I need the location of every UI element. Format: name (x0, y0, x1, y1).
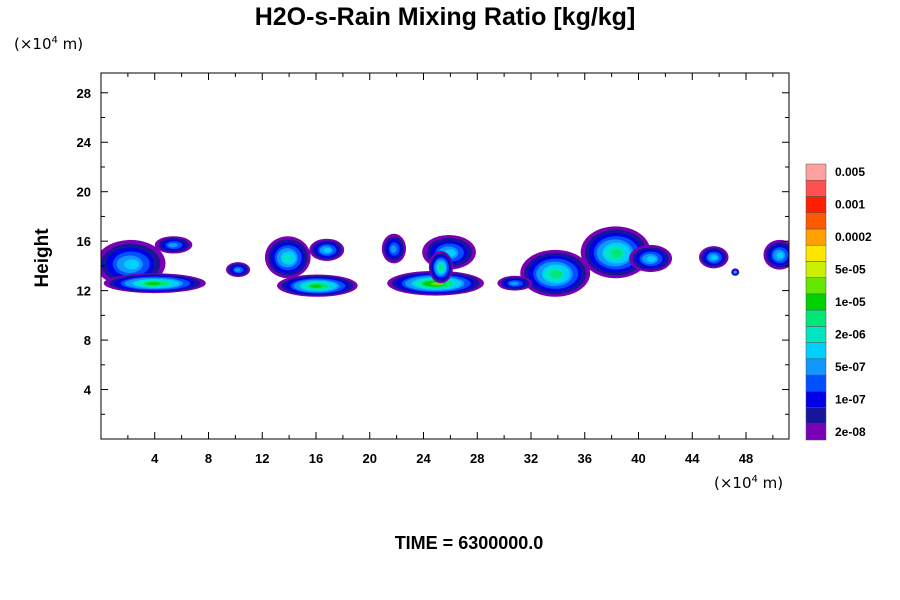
legend-swatch (805, 326, 827, 343)
cloud-cell (387, 270, 484, 296)
legend-swatch (805, 163, 827, 181)
contour-band (234, 267, 241, 272)
chart-title: H2O-s-Rain Mixing Ratio [kg/kg] (255, 3, 636, 31)
legend-label: 1e-05 (835, 295, 866, 309)
legend-swatch (805, 244, 827, 262)
x-tick-label: 44 (685, 451, 700, 466)
legend-label: 0.005 (835, 165, 865, 179)
contour-band (323, 247, 332, 253)
cloud-cell (103, 273, 206, 294)
legend-swatch (805, 261, 827, 278)
x-tick-label: 36 (578, 451, 592, 466)
legend-swatch (805, 179, 827, 197)
cloud-cell (264, 236, 311, 279)
cloud-cell (520, 249, 591, 297)
plot-frame (100, 72, 790, 440)
legend-swatch (805, 228, 827, 246)
cloud-cell (277, 274, 358, 297)
contour-band (711, 255, 718, 261)
x-tick-label: 4 (151, 451, 159, 466)
cloud-cell (428, 251, 454, 284)
contour-field (101, 226, 789, 297)
legend-swatch (805, 423, 827, 441)
legend-swatch (805, 309, 827, 327)
cloud-cell (154, 236, 193, 254)
x-tick-label: 28 (470, 451, 484, 466)
y-axis-label: Height (32, 228, 53, 288)
contour-band (145, 282, 161, 286)
y-tick-label: 28 (77, 86, 91, 101)
cloud-cell (763, 239, 789, 270)
contour-band (390, 245, 397, 254)
x-tick-labels: 4 8 12 16 20 24 28 32 36 40 44 48 (151, 451, 753, 466)
legend-label: 5e-07 (835, 360, 866, 374)
contour-band (550, 270, 563, 279)
cloud-cell (698, 246, 729, 269)
colorbar-legend: 2e-08 1e-07 5e-07 2e-06 1e-05 5e-05 0.0002 0.00… (805, 163, 872, 441)
legend-label: 0.0002 (835, 230, 872, 244)
axis-ticks (101, 73, 789, 439)
y-tick-label: 20 (77, 185, 91, 200)
y-unit-label: (×104 m) (14, 35, 83, 53)
contour-band (439, 265, 444, 271)
x-tick-label: 40 (631, 451, 645, 466)
legend-label: 0.001 (835, 198, 865, 212)
contour-band (509, 281, 519, 286)
y-tick-label: 24 (77, 135, 92, 150)
contour-band (309, 284, 322, 288)
y-tick-label: 16 (77, 234, 91, 249)
x-tick-label: 24 (416, 451, 431, 466)
x-tick-label: 8 (205, 451, 212, 466)
legend-swatch (805, 277, 827, 295)
cloud-cell (731, 268, 740, 276)
legend-swatch (805, 358, 827, 376)
y-tick-labels: 4 8 12 16 20 24 28 (77, 86, 92, 398)
y-tick-label: 8 (84, 333, 91, 348)
x-tick-label: 12 (255, 451, 269, 466)
cloud-cell (225, 262, 251, 278)
contour-band (646, 256, 657, 263)
cloud-cell (309, 238, 345, 261)
cloud-cell (497, 275, 533, 291)
contour-band (734, 271, 737, 274)
cloud-cell (629, 244, 673, 273)
legend-swatch (805, 293, 827, 311)
contour-band (611, 249, 623, 258)
legend-swatch (805, 391, 827, 408)
cloud-cell (381, 233, 407, 264)
legend-swatch (805, 374, 827, 392)
x-tick-label: 20 (363, 451, 377, 466)
x-tick-label: 32 (524, 451, 538, 466)
legend-label: 5e-05 (835, 263, 866, 277)
contour-band (776, 252, 784, 259)
legend-swatch (805, 342, 827, 360)
legend-swatch (805, 407, 827, 425)
x-unit-label: (×104 m) (714, 474, 783, 492)
contour-band (124, 259, 140, 270)
time-label: TIME = 6300000.0 (395, 533, 544, 553)
legend-label: 2e-06 (835, 327, 866, 341)
legend-label: 1e-07 (835, 392, 866, 406)
contour-band (168, 242, 178, 248)
x-tick-label: 16 (309, 451, 323, 466)
legend-swatch (805, 196, 827, 213)
legend-label: 2e-08 (835, 425, 866, 439)
x-tick-label: 48 (739, 451, 753, 466)
y-tick-label: 4 (84, 383, 92, 398)
y-tick-label: 12 (77, 284, 91, 299)
legend-swatch (805, 212, 827, 230)
contour-band (282, 254, 292, 263)
